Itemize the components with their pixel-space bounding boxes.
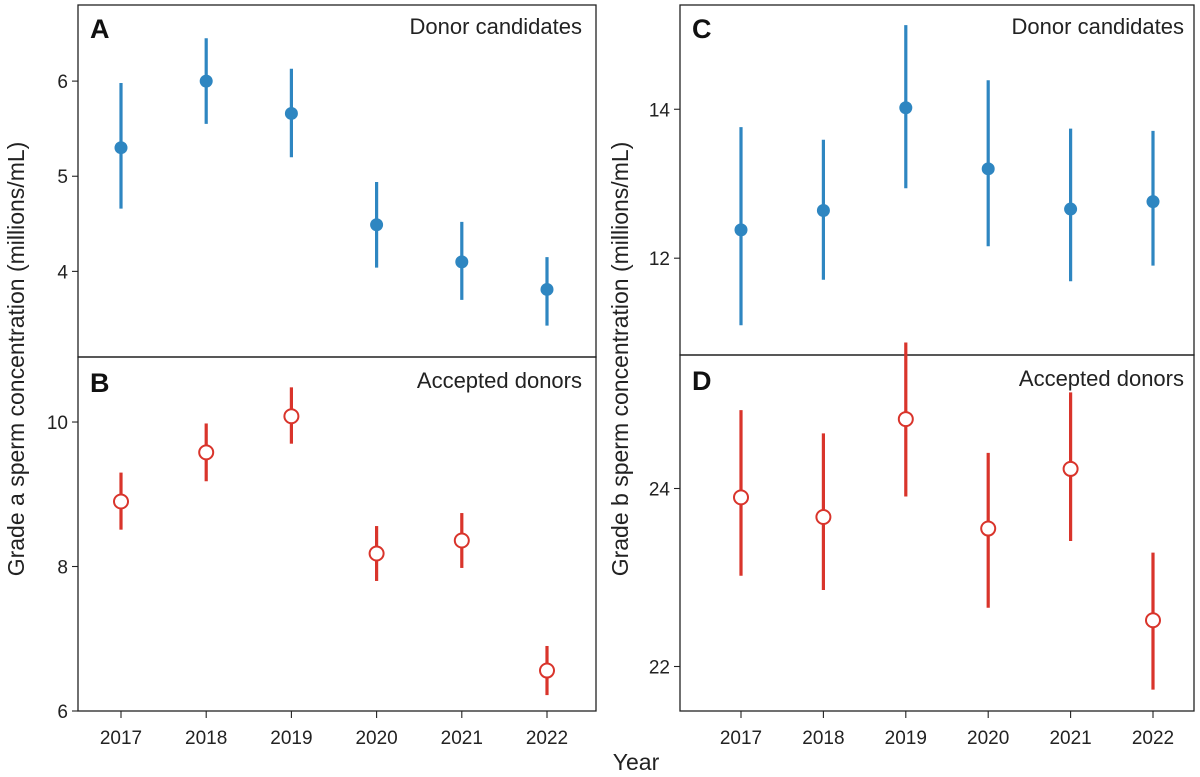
panel-b-x-tick-label: 2019: [270, 728, 312, 749]
panel-c-title: Donor candidates: [1012, 14, 1184, 39]
panel-b-data-point: [113, 493, 129, 510]
panel-b-x-tick-label: 2018: [185, 728, 227, 749]
panel-b-x-tick-label: 2017: [100, 728, 142, 749]
panel-a-data-point: [370, 218, 384, 232]
panel-b-x-tick-label: 2020: [355, 728, 397, 749]
panel-c-data-point: [816, 204, 830, 218]
panel-a-letter: A: [90, 14, 110, 44]
panel-c-y-tick-label: 14: [649, 100, 671, 121]
panel-b-y-tick-label: 10: [47, 413, 68, 434]
panel-d-x-tick-label: 2019: [885, 728, 927, 749]
panel-c-data-point: [899, 101, 913, 115]
panel-b-data-point: [453, 532, 470, 549]
panel-c-data-point: [981, 162, 995, 176]
chart-layer: 4 5 6 6 8 10 2017 2018 2019 2020 2021 2022 12 14 22 24 2…: [47, 25, 1174, 749]
panel-d-title: Accepted donors: [1019, 366, 1184, 391]
x-axis-label: Year: [613, 749, 660, 775]
panel-c-letter: C: [692, 14, 712, 44]
panel-c-frame: [679, 4, 1195, 356]
panel-d-x-tick-label: 2020: [967, 728, 1009, 749]
panel-d-data-point: [1062, 460, 1079, 477]
panel-b-x-tick-label: 2021: [441, 728, 483, 749]
left-y-axis-label: Grade a sperm concentration (millions/mL…: [3, 142, 29, 577]
panel-a-y-tick-label: 4: [57, 262, 68, 283]
panel-d-x-tick-label: 2017: [720, 728, 762, 749]
panel-d-data-point: [733, 489, 749, 506]
panel-b-data-point: [368, 545, 385, 562]
panel-c-data-point: [1146, 195, 1160, 209]
panel-d-data-point: [815, 508, 832, 525]
panel-c-data-point: [1064, 202, 1078, 216]
panel-c-data-point: [734, 223, 748, 237]
panel-c-y-tick-label: 12: [649, 249, 670, 270]
panel-a-data-point: [199, 74, 213, 88]
panel-b-title: Accepted donors: [417, 368, 582, 393]
panel-d-x-tick-label: 2022: [1132, 728, 1174, 749]
panel-d-frame: [679, 354, 1195, 712]
panel-d-data-point: [897, 411, 914, 428]
panel-b-letter: B: [90, 368, 110, 398]
panel-d-y-tick-label: 22: [649, 658, 670, 679]
panel-b-data-point: [283, 408, 300, 425]
panel-a-y-tick-label: 5: [57, 167, 68, 188]
panel-b-y-tick-label: 6: [57, 702, 68, 723]
panel-d-data-point: [1145, 612, 1161, 629]
panel-b-x-tick-label: 2022: [526, 728, 568, 749]
panel-b-data-point: [198, 444, 215, 461]
panel-a-data-point: [284, 106, 298, 120]
panel-a-data-point: [540, 282, 554, 296]
panel-d-x-tick-label: 2018: [802, 728, 844, 749]
panel-a-y-tick-label: 6: [57, 72, 68, 93]
right-y-axis-label: Grade b sperm concentration (millions/mL…: [607, 142, 633, 577]
panel-d-data-point: [980, 520, 997, 537]
panel-a-frame: [77, 4, 597, 358]
panel-b-frame: [77, 356, 597, 712]
panel-b-data-point: [539, 662, 555, 679]
panel-a-title: Donor candidates: [410, 14, 582, 39]
panel-a-data-point: [455, 255, 469, 269]
panel-b-y-tick-label: 8: [57, 558, 68, 579]
panel-d-x-tick-label: 2021: [1049, 728, 1091, 749]
panel-d-letter: D: [692, 366, 712, 396]
panel-a-data-point: [114, 141, 128, 155]
panel-d-y-tick-label: 24: [649, 480, 671, 501]
